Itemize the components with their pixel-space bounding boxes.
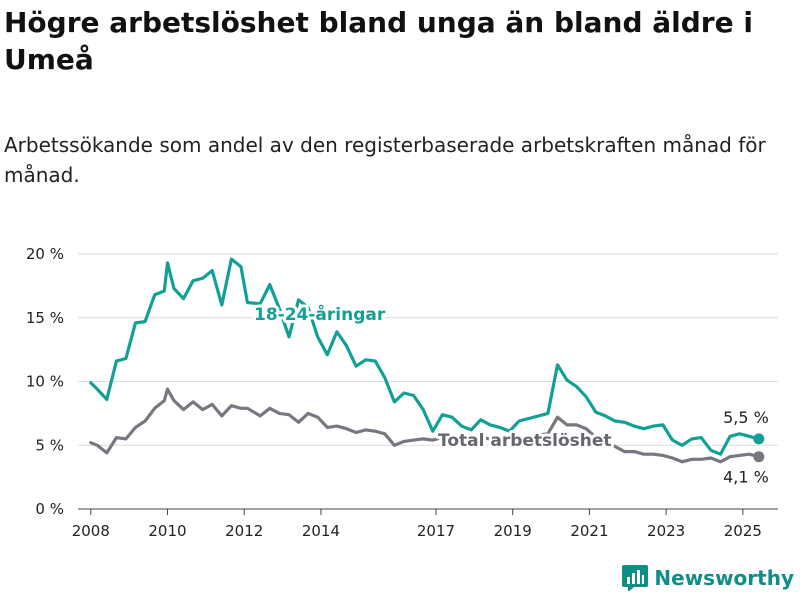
y-tick-label: 10 % <box>26 373 64 391</box>
x-tick-label: 2010 <box>148 522 186 540</box>
newsworthy-logo: Newsworthy <box>622 564 794 592</box>
x-tick-label: 2019 <box>494 522 532 540</box>
brand-name: Newsworthy <box>654 566 794 590</box>
y-tick-label: 20 % <box>26 245 64 263</box>
youth-series-label: 18-24-åringar <box>254 303 386 325</box>
line-chart: 0 %5 %10 %15 %20 % 2008 2010 2012 2014 2017 2… <box>26 245 778 540</box>
x-axis: 2008 2010 2012 2014 2017 2019 2021 2023 2025 <box>72 509 762 540</box>
youth-end-point <box>753 433 765 445</box>
youth-series-line <box>89 257 761 456</box>
x-tick-label: 2014 <box>302 522 340 540</box>
youth-series-label-halo: 18-24-åringar <box>254 303 386 325</box>
total-end-label: 4,1 % <box>723 468 769 487</box>
total-series-label: Total arbetslöshet <box>438 431 612 451</box>
x-tick-label: 2012 <box>225 522 263 540</box>
y-axis: 0 % 5 % 10 % 15 % 20 % <box>26 245 64 518</box>
series-lines <box>89 257 761 464</box>
x-tick-label: 2008 <box>72 522 110 540</box>
y-tick-label: 0 % <box>35 500 64 518</box>
y-tick-label: 15 % <box>26 309 64 327</box>
x-tick-label: 2017 <box>417 522 455 540</box>
x-tick-label: 2023 <box>647 522 685 540</box>
x-tick-label: 2025 <box>724 522 762 540</box>
total-series-label-halo: Total arbetslöshet <box>438 431 612 451</box>
newsworthy-logo-icon <box>622 565 649 591</box>
page-title: Högre arbetslöshet bland unga än bland ä… <box>4 6 753 76</box>
chart-subtitle: Arbetssökande som andel av den registerb… <box>4 133 766 187</box>
x-tick-label: 2021 <box>570 522 608 540</box>
total-end-point <box>753 451 765 463</box>
youth-end-label: 5,5 % <box>723 408 769 427</box>
y-tick-label: 5 % <box>35 436 64 454</box>
total-series-line <box>89 387 761 464</box>
grid-lines <box>78 253 778 510</box>
